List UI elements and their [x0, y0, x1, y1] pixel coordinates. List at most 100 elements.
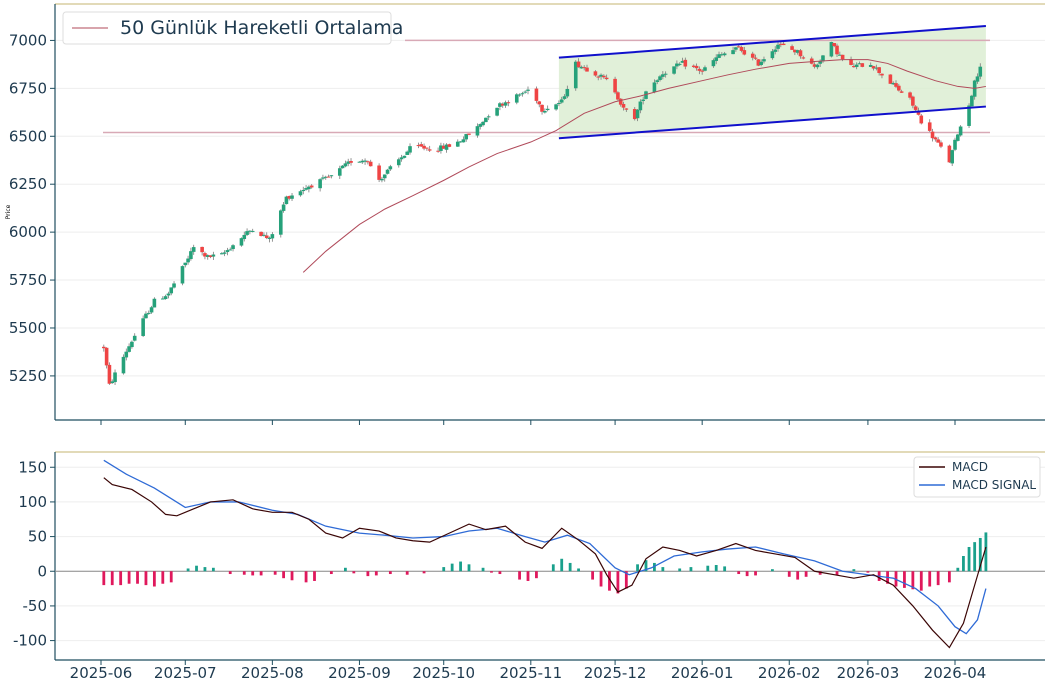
candle-down: [750, 53, 755, 58]
candle-up: [360, 160, 365, 163]
histogram-bar: [796, 571, 800, 580]
candle-down: [368, 161, 373, 167]
x-tick-label: 2025-10: [412, 664, 475, 682]
candle-up: [152, 298, 157, 308]
candle-up: [121, 356, 126, 374]
candle-up: [284, 196, 289, 205]
histogram-bar: [467, 564, 471, 572]
candles: [102, 40, 983, 385]
x-tick-label: 2026-04: [924, 664, 987, 682]
candle-up: [130, 341, 134, 348]
price-y-tick-label: 6000: [9, 223, 47, 241]
candle-down: [908, 92, 912, 98]
candle-down: [540, 104, 544, 112]
histogram-bar: [144, 571, 148, 586]
candle-up: [734, 47, 738, 50]
candle-up: [186, 258, 190, 263]
candle-up: [722, 53, 727, 56]
candle-up: [655, 80, 660, 82]
candle-up: [219, 253, 224, 255]
candle-down: [694, 65, 699, 69]
histogram-bar: [624, 571, 628, 589]
histogram-bar: [282, 571, 285, 579]
candle-up: [978, 66, 983, 77]
candle-up: [144, 313, 148, 319]
candle-up: [281, 204, 286, 211]
macd-legend: MACD MACD SIGNAL: [913, 456, 1041, 498]
candle-up: [132, 335, 137, 341]
candle-up: [262, 234, 266, 236]
candle-down: [576, 61, 581, 68]
candle-up: [503, 102, 508, 106]
candle-up: [714, 57, 719, 61]
histogram-bar: [344, 567, 347, 572]
candle-up: [478, 124, 483, 127]
candle-up: [323, 176, 328, 178]
histogram-bar: [442, 567, 446, 572]
candle-down: [582, 67, 586, 69]
histogram-bar: [518, 571, 521, 580]
candle-up: [854, 64, 859, 67]
candle-up: [517, 94, 522, 96]
candle-down: [200, 246, 204, 253]
candle-up: [357, 161, 362, 163]
candle-up: [967, 105, 971, 126]
candle-up: [545, 108, 550, 111]
histogram-bar: [714, 565, 718, 572]
candle-down: [203, 253, 207, 257]
candle-up: [680, 60, 685, 63]
candle-down: [927, 122, 932, 131]
candle-down: [208, 255, 213, 258]
candle-up: [408, 146, 412, 153]
candle-up: [329, 175, 334, 177]
histogram-bar: [903, 571, 906, 588]
histogram-bar: [636, 564, 639, 572]
histogram-bar: [251, 571, 255, 576]
candle-down: [809, 58, 814, 64]
candle-up: [225, 250, 230, 253]
candle-down: [936, 139, 940, 143]
histogram-bar: [928, 571, 932, 587]
histogram-bar: [678, 568, 682, 572]
candle-down: [894, 83, 898, 87]
price-y-tick-label: 6250: [9, 175, 47, 193]
candle-down: [739, 47, 744, 51]
candle-up: [318, 179, 322, 189]
histogram-bar: [936, 571, 940, 586]
candle-up: [385, 169, 390, 174]
histogram-bar: [195, 565, 198, 572]
price-y-tick-label: 6750: [9, 79, 47, 97]
x-tick-label: 2026-03: [837, 664, 900, 682]
candle-up: [248, 230, 252, 232]
histogram-bar: [313, 571, 316, 581]
candle-up: [970, 95, 974, 107]
candle-down: [930, 131, 935, 139]
candle-up: [396, 159, 401, 166]
candle-down: [616, 92, 620, 100]
candle-down: [835, 45, 839, 55]
candle-up: [815, 64, 820, 68]
candle-down: [326, 176, 331, 178]
x-tick-label: 2026-02: [758, 664, 821, 682]
candle-down: [349, 160, 353, 163]
histogram-bar: [551, 564, 555, 572]
x-tick-label: 2025-11: [499, 664, 562, 682]
candle-up: [461, 139, 466, 143]
candle-down: [700, 70, 704, 72]
price-y-tick-label: 7000: [9, 31, 47, 49]
candle-up: [891, 82, 895, 85]
candle-up: [498, 103, 502, 107]
histogram-bar: [737, 571, 741, 575]
histogram-bar: [706, 565, 710, 572]
candle-up: [520, 93, 525, 95]
candle-down: [852, 65, 856, 68]
histogram-bar: [450, 563, 454, 572]
candle-down: [947, 145, 952, 163]
signal-legend-label: MACD SIGNAL: [952, 478, 1036, 492]
candle-up: [205, 255, 210, 257]
candle-down: [793, 49, 797, 53]
candle-down: [596, 76, 601, 78]
x-tick-label: 2025-08: [241, 664, 304, 682]
histogram-bar: [973, 542, 977, 572]
candle-up: [382, 174, 387, 179]
